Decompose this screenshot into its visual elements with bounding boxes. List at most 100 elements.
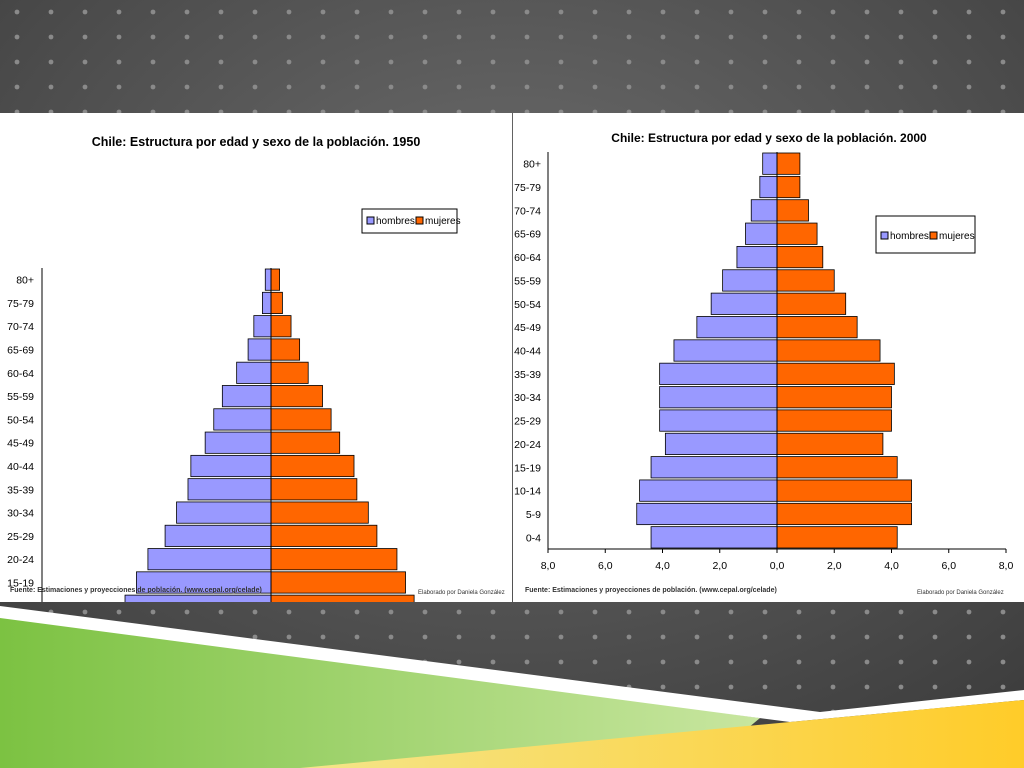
bar-mujeres-45-49 [270,431,341,454]
green-swoosh [0,612,760,768]
bar-mujeres-45-49 [776,316,858,339]
bar-mujeres-80+ [776,152,801,175]
age-label: 5-9 [526,509,541,521]
bar-mujeres-35-39 [776,362,895,385]
x-tick-label: 2,0 [827,560,842,572]
bar-hombres-20-24 [664,432,778,455]
age-label: 45-49 [7,438,34,450]
age-label: 55-59 [514,275,541,287]
source-note: Fuente: Estimaciones y proyecciones de p… [525,587,777,594]
chart-panel-2000: Chile: Estructura por edad y sexo de la … [513,113,1024,602]
age-label: 75-79 [7,298,34,310]
age-label: 70-74 [7,321,34,333]
bar-mujeres-10-14 [270,594,415,602]
age-label: 55-59 [7,391,34,403]
bar-mujeres-65-69 [270,338,301,361]
bar-hombres-5-9 [636,502,778,526]
bar-mujeres-60-64 [776,246,824,269]
x-tick-label: 8,0 [541,560,556,572]
bar-mujeres-25-29 [776,409,892,432]
legend-label-mujeres: mujeres [939,231,975,242]
x-tick-label: 2,0 [712,560,727,572]
x-tick-label: 4,0 [655,560,670,572]
age-label: 10-14 [514,486,541,498]
age-label: 50-54 [514,299,541,311]
credit-note: Elaborado por Daniela González [917,590,1004,596]
age-label: 15-19 [514,462,541,474]
age-label: 35-39 [514,369,541,381]
bar-hombres-45-49 [696,316,778,339]
bar-hombres-20-24 [147,548,272,571]
age-label: 60-64 [7,368,34,380]
legend-label-hombres: hombres [376,216,415,227]
bar-mujeres-35-39 [270,478,358,501]
x-tick-label: 8,0 [999,560,1014,572]
bar-hombres-10-14 [124,594,272,602]
age-label: 80+ [16,275,34,287]
age-label: 25-29 [7,531,34,543]
bar-hombres-40-44 [190,454,272,478]
bar-mujeres-50-54 [270,408,332,431]
age-label: 80+ [523,159,541,171]
age-label: 60-64 [514,252,541,264]
bar-mujeres-80+ [270,268,280,291]
bar-hombres-65-69 [247,338,272,361]
bar-mujeres-30-34 [270,501,369,524]
bar-hombres-80+ [264,268,272,291]
bar-hombres-40-44 [673,339,778,362]
bar-hombres-50-54 [710,292,778,315]
bar-hombres-50-54 [213,408,272,431]
bar-mujeres-5-9 [776,502,912,526]
bar-mujeres-40-44 [776,339,881,362]
legend-label-mujeres: mujeres [425,216,461,227]
legend-swatch-hombres [366,216,375,225]
bar-mujeres-75-79 [270,291,283,314]
bar-hombres-75-79 [262,291,272,314]
chart-title: Chile: Estructura por edad y sexo de la … [611,131,927,145]
age-label: 0-4 [526,532,541,544]
chart-panel-1950: Chile: Estructura por edad y sexo de la … [0,113,512,602]
age-label: 30-34 [514,392,541,404]
age-label: 45-49 [514,322,541,334]
bar-hombres-35-39 [659,362,778,385]
age-label: 15-19 [7,577,34,589]
bar-hombres-55-59 [722,269,778,292]
bar-mujeres-50-54 [776,292,847,315]
bar-mujeres-20-24 [776,432,884,455]
x-tick-label: 6,0 [598,560,613,572]
age-label: 65-69 [514,229,541,241]
bar-hombres-25-29 [164,524,272,547]
source-note: Fuente: Estimaciones y proyecciones de p… [10,587,262,594]
age-label: 30-34 [7,508,34,520]
pyramid-chart-2000: Chile: Estructura por edad y sexo de la … [514,131,1014,596]
chart-legend: hombres mujeres [875,215,976,254]
bar-hombres-15-19 [650,456,778,479]
bar-mujeres-30-34 [776,386,892,409]
bar-hombres-60-64 [736,246,778,269]
pyramid-chart-1950: Chile: Estructura por edad y sexo de la … [7,135,505,602]
bar-mujeres-55-59 [270,385,323,408]
bar-hombres-70-74 [253,315,272,338]
x-tick-label: 0,0 [770,560,785,572]
bar-mujeres-60-64 [270,361,309,384]
age-label: 70-74 [514,205,541,217]
legend-swatch-mujeres [929,231,938,240]
bar-mujeres-55-59 [776,269,835,292]
x-tick-label: 6,0 [941,560,956,572]
age-label: 20-24 [7,554,34,566]
bar-mujeres-15-19 [776,456,898,479]
bar-hombres-45-49 [204,431,272,454]
chart-legend: hombres mujeres [361,208,461,234]
legend-swatch-mujeres [415,216,424,225]
bar-hombres-65-69 [745,222,778,245]
bar-hombres-70-74 [750,199,778,222]
bar-mujeres-70-74 [270,315,292,338]
age-label: 65-69 [7,345,34,357]
age-label: 25-29 [514,416,541,428]
bar-mujeres-20-24 [270,548,398,571]
bar-mujeres-65-69 [776,222,818,245]
bar-hombres-75-79 [759,175,778,199]
age-label: 40-44 [7,461,34,473]
bar-hombres-80+ [762,152,778,175]
bar-hombres-30-34 [659,386,778,409]
